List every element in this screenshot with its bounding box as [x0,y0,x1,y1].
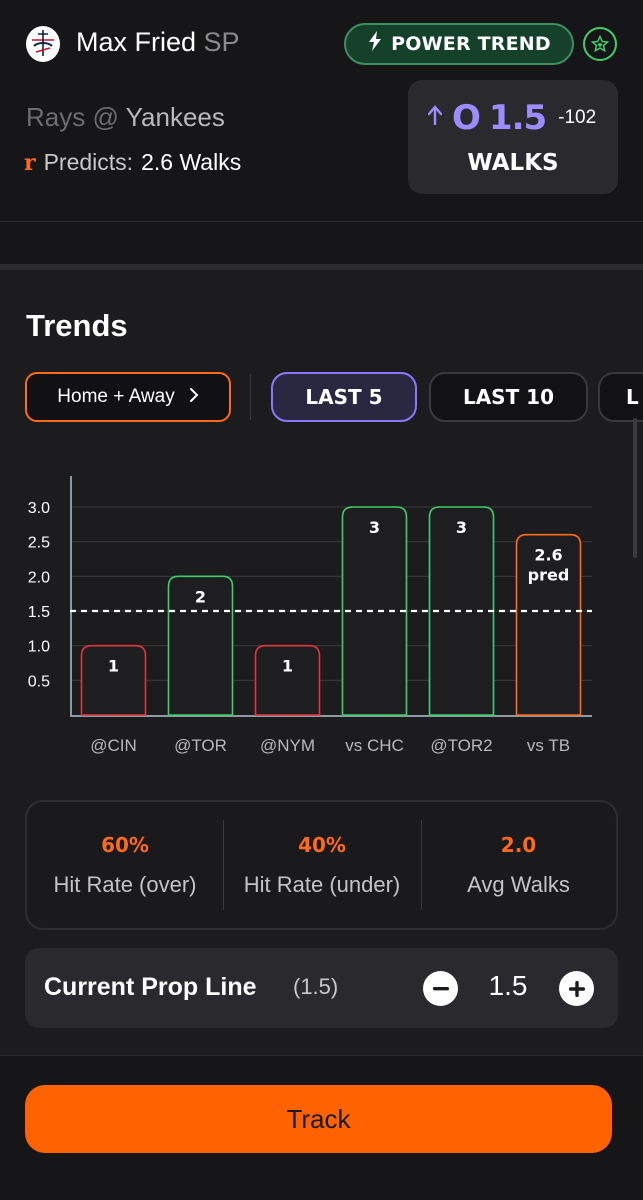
bar [428,506,495,716]
power-trend-badge[interactable]: POWER TREND [344,23,574,65]
up-arrow-icon [427,105,443,131]
stat-hit-rate-under: 40% Hit Rate (under) [223,802,421,928]
header: Max Fried SP POWER TREND Rays @ Yankees … [0,0,643,222]
minus-icon[interactable] [423,971,458,1006]
stat-hit-rate-over: 60% Hit Rate (over) [27,802,223,928]
stat-label: Hit Rate (over) [53,872,197,897]
y-tick-label: 1.0 [28,639,50,656]
home-away-filter-button[interactable]: Home + Away [25,372,231,422]
bar [341,506,408,716]
bar-value-label: 1 [282,657,293,676]
x-tick-label: vs CHC [345,736,404,755]
y-tick-label: 3.0 [28,500,50,517]
stat-value: 2.0 [500,833,537,857]
bottom-bar: Track [0,1055,643,1200]
bar-value-label: 1 [108,657,119,676]
prediction-summary: r Predicts: 2.6 Walks [24,149,241,176]
tab-more[interactable]: L [598,372,643,422]
trends-title: Trends [26,308,128,343]
filter-divider [250,374,251,420]
bar [254,644,321,716]
home-away-filter-label: Home + Away [57,386,175,407]
prop-line-stepper-value: 1.5 [488,970,528,1001]
matchup-away: Rays @ [26,102,119,132]
bar [515,533,582,716]
x-tick-label: vs TB [527,736,570,755]
y-tick-label: 2.5 [28,535,50,552]
stats-card: 60% Hit Rate (over) 40% Hit Rate (under)… [25,800,618,930]
current-prop-line-row: Current Prop Line (1.5) 1.5 [25,948,618,1028]
x-tick-label: @NYM [260,736,315,755]
matchup: Rays @ Yankees [26,102,225,133]
trend-filters: Home + Away LAST 5 LAST 10 L [0,372,643,424]
predict-logo-icon: r [24,149,36,176]
x-tick-label: @CIN [90,736,137,755]
bar-value-label: 2.6 [534,546,562,565]
star-badge-icon[interactable] [583,27,617,61]
prop-line-label: Current Prop Line [44,973,257,1001]
prop-line-card[interactable]: O 1.5 -102 WALKS [408,80,618,194]
prop-odds: -102 [558,107,597,128]
over-under-indicator: O [452,98,481,138]
predicts-value: 2.6 Walks [141,149,242,175]
prop-line-current: (1.5) [293,974,339,999]
trends-section: Trends Home + Away LAST 5 LAST 10 L 0.5 1… [0,270,643,1055]
stat-value: 40% [298,833,346,857]
player-position: SP [203,27,240,57]
prop-line-row: O 1.5 -102 [427,98,597,138]
trend-chart-svg: 0.5 1.0 1.5 2.0 2.5 3.0 1 @CIN 2 @TOR 1 @NYM 3 vs CHC… [28,476,592,755]
predicts-label: Predicts: [43,149,134,175]
lightning-bolt-icon [367,31,383,57]
stat-value: 60% [101,833,149,857]
x-tick-label: @TOR [174,736,227,755]
chevron-right-icon [189,387,199,408]
player-name-text: Max Fried [76,27,197,57]
yankees-logo-icon [26,26,60,62]
x-tick-label: @TOR2 [430,736,492,755]
bar-value-label: 3 [456,518,467,537]
stat-label: Avg Walks [467,872,570,897]
tab-last-5[interactable]: LAST 5 [271,372,417,422]
stat-label: Hit Rate (under) [243,872,401,897]
stat-divider [223,820,224,910]
matchup-home: Yankees [125,102,225,132]
scrollbar[interactable] [633,418,637,558]
prop-unit: WALKS [467,150,559,176]
y-tick-label: 2.0 [28,569,50,586]
y-tick-label: 0.5 [28,673,50,690]
y-tick-label: 1.5 [28,604,50,621]
track-button[interactable]: Track [25,1085,612,1153]
stat-avg-walks: 2.0 Avg Walks [421,802,616,928]
bar-value-label: 3 [369,518,380,537]
tab-last-10[interactable]: LAST 10 [429,372,588,422]
player-name: Max Fried SP [76,27,240,58]
bar [80,644,147,716]
power-trend-label: POWER TREND [391,33,551,55]
plus-icon[interactable] [559,971,594,1006]
stat-divider [421,820,422,910]
trend-chart: 0.5 1.0 1.5 2.0 2.5 3.0 1 @CIN 2 @TOR 1 @NYM 3 vs CHC… [0,470,643,770]
section-divider [0,264,643,270]
prop-line-value: 1.5 [488,98,547,138]
bar-value-label: 2 [195,587,206,606]
prediction-label: pred [528,566,570,585]
